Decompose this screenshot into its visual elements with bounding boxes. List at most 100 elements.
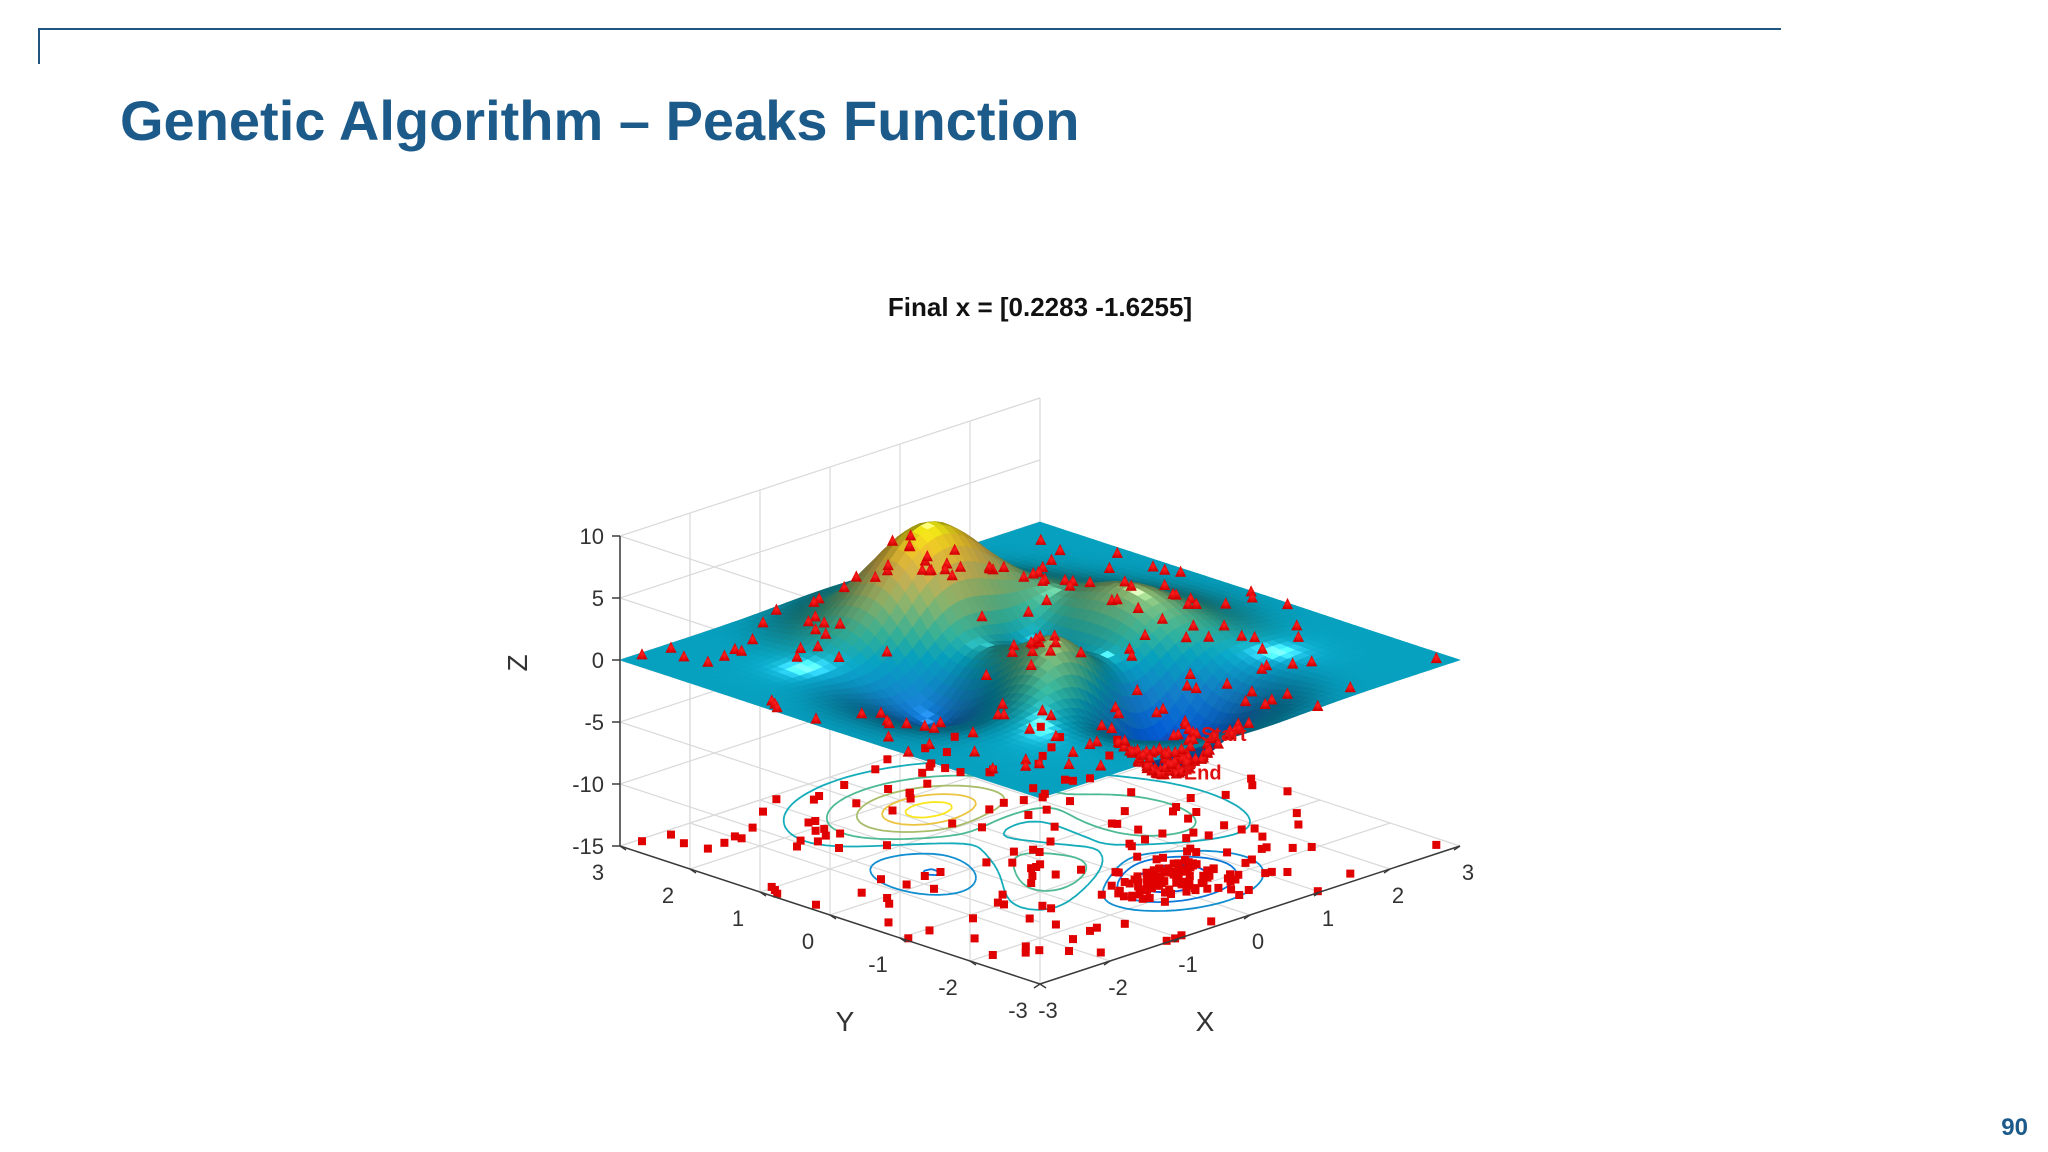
population-marker-floor bbox=[1191, 886, 1200, 895]
grid-line bbox=[829, 776, 1251, 916]
population-marker-floor bbox=[918, 768, 927, 777]
population-marker-floor bbox=[982, 858, 991, 867]
population-marker-floor bbox=[759, 807, 767, 816]
population-marker-floor bbox=[1038, 901, 1047, 910]
population-marker-floor bbox=[1226, 870, 1234, 879]
population-marker-floor bbox=[925, 926, 934, 935]
population-marker-floor bbox=[948, 819, 957, 828]
population-marker-floor bbox=[1204, 831, 1213, 840]
population-marker-floor bbox=[1141, 835, 1149, 844]
population-marker-floor bbox=[1182, 834, 1191, 843]
population-marker-floor bbox=[1009, 847, 1018, 856]
population-marker-floor bbox=[930, 884, 938, 893]
top-rule bbox=[38, 28, 1781, 30]
population-marker-floor bbox=[796, 836, 805, 845]
contour-line bbox=[904, 801, 953, 819]
population-marker-floor bbox=[1133, 852, 1142, 861]
population-marker-floor bbox=[720, 838, 729, 847]
x-axis-label: X bbox=[1196, 1006, 1215, 1037]
population-marker-floor bbox=[852, 799, 861, 808]
population-marker-floor bbox=[1223, 848, 1232, 857]
population-marker-floor bbox=[1028, 872, 1037, 880]
population-marker-floor bbox=[1192, 808, 1201, 816]
population-marker-floor bbox=[1197, 879, 1206, 888]
population-marker-floor bbox=[1035, 946, 1044, 955]
population-marker-floor bbox=[1186, 844, 1195, 853]
population-marker-floor bbox=[638, 837, 646, 846]
population-marker-floor bbox=[1105, 751, 1114, 760]
population-marker-floor bbox=[950, 732, 959, 741]
population-marker-floor bbox=[998, 890, 1007, 899]
population-marker-floor bbox=[1069, 935, 1077, 944]
population-marker-floor bbox=[1186, 794, 1195, 802]
population-marker-floor bbox=[1120, 807, 1129, 816]
population-marker-floor bbox=[1107, 819, 1116, 828]
population-marker-floor bbox=[840, 781, 849, 789]
population-marker-floor bbox=[1125, 839, 1134, 848]
population-marker-floor bbox=[902, 880, 911, 889]
population-marker-floor bbox=[1235, 891, 1244, 899]
population-marker-floor bbox=[1241, 858, 1250, 867]
population-marker-floor bbox=[1250, 824, 1259, 833]
population-marker-floor bbox=[1061, 775, 1069, 784]
population-marker-floor bbox=[703, 844, 712, 853]
z-tick-label: 5 bbox=[592, 586, 604, 611]
population-marker-floor bbox=[1050, 822, 1059, 831]
y-tick-label: 1 bbox=[732, 906, 744, 931]
population-marker-floor bbox=[923, 779, 932, 788]
population-marker-floor bbox=[1244, 886, 1253, 894]
population-marker-floor bbox=[1155, 864, 1163, 873]
population-marker-floor bbox=[1432, 840, 1441, 849]
population-marker-floor bbox=[1189, 828, 1198, 837]
population-marker-floor bbox=[1128, 891, 1137, 900]
population-marker-floor bbox=[820, 824, 829, 833]
population-marker-floor bbox=[999, 798, 1008, 807]
population-marker-floor bbox=[1221, 790, 1230, 799]
grid-line bbox=[619, 459, 1041, 599]
population-marker-floor bbox=[730, 832, 739, 841]
population-marker-floor bbox=[1184, 814, 1193, 823]
population-marker-floor bbox=[1288, 843, 1297, 852]
population-marker-floor bbox=[1086, 774, 1094, 783]
population-marker-floor bbox=[993, 898, 1002, 907]
population-marker-floor bbox=[877, 875, 885, 884]
z-tick-label: -10 bbox=[572, 772, 604, 797]
population-marker-floor bbox=[888, 806, 897, 815]
population-marker-floor bbox=[942, 748, 951, 757]
population-marker-floor bbox=[1127, 788, 1136, 797]
population-marker-floor bbox=[1019, 796, 1028, 805]
population-marker-floor bbox=[1247, 774, 1256, 783]
population-marker-floor bbox=[1040, 789, 1049, 798]
population-marker-floor bbox=[1115, 886, 1124, 895]
population-marker-floor bbox=[988, 951, 997, 959]
population-marker-floor bbox=[1214, 883, 1223, 892]
z-tick-label: 0 bbox=[592, 648, 604, 673]
population-marker-floor bbox=[836, 829, 845, 838]
population-marker-floor bbox=[1227, 885, 1236, 894]
population-marker-floor bbox=[906, 794, 915, 803]
population-marker-floor bbox=[920, 872, 929, 880]
population-marker-floor bbox=[1162, 888, 1171, 897]
population-marker-floor bbox=[835, 844, 843, 852]
x-tick-label: 1 bbox=[1322, 906, 1334, 931]
population-marker-floor bbox=[1068, 776, 1077, 785]
population-marker-floor bbox=[1021, 942, 1030, 951]
x-tick bbox=[1033, 983, 1041, 989]
population-marker-floor bbox=[970, 934, 979, 943]
annotation-label: Start bbox=[1201, 724, 1247, 746]
population-marker-floor bbox=[1024, 811, 1033, 819]
population-marker-floor bbox=[772, 795, 781, 804]
population-marker-floor bbox=[1051, 920, 1060, 929]
population-marker-floor bbox=[969, 914, 977, 923]
population-marker-floor bbox=[667, 830, 675, 839]
population-marker-floor bbox=[956, 768, 965, 777]
slide-title: Genetic Algorithm – Peaks Function bbox=[120, 89, 1080, 152]
y-tick-label: 3 bbox=[592, 860, 604, 885]
population-marker-floor bbox=[1134, 825, 1143, 834]
population-marker-floor bbox=[748, 823, 757, 832]
x-tick-label: 0 bbox=[1252, 929, 1264, 954]
population-marker-floor bbox=[679, 839, 688, 848]
population-marker-floor bbox=[1047, 904, 1056, 913]
x-tick-label: 2 bbox=[1392, 883, 1404, 908]
